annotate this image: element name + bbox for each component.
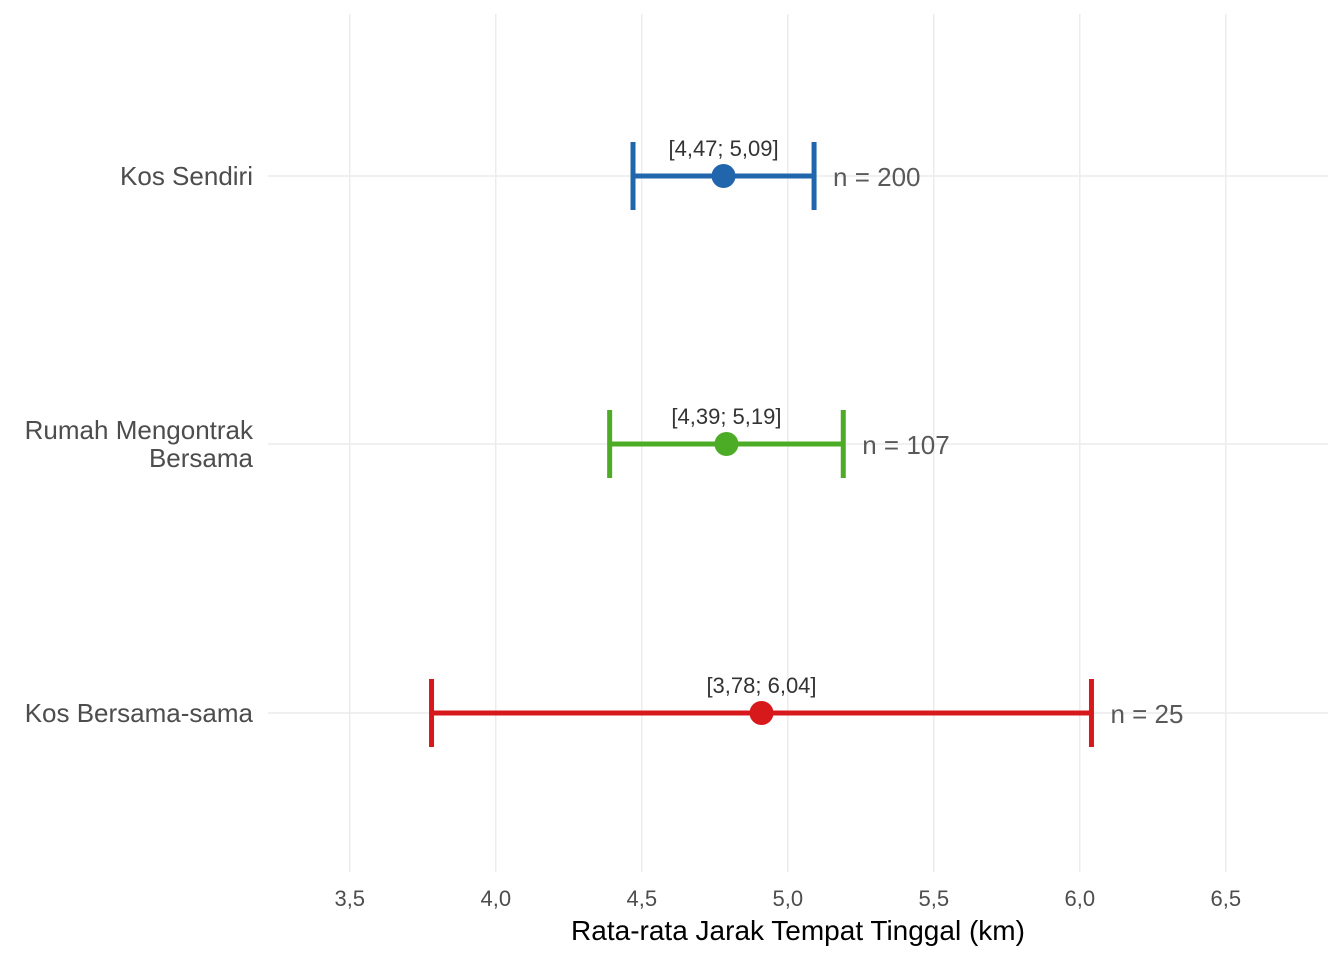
y-tick-label-line: Kos Bersama-sama	[25, 698, 254, 728]
x-axis-label: Rata-rata Jarak Tempat Tinggal (km)	[571, 915, 1025, 946]
n-label: n = 200	[833, 162, 920, 192]
y-tick-label-line: Bersama	[149, 443, 254, 473]
x-tick-label: 6,0	[1064, 886, 1095, 911]
ci-label: [4,39; 5,19]	[671, 404, 781, 429]
error-bar-group: [4,39; 5,19] n = 107	[607, 404, 950, 478]
error-bar-marks: [4,47; 5,09] n = 200 [4,39; 5,19] n = 107 [3…	[429, 136, 1183, 747]
x-tick-label: 5,5	[918, 886, 949, 911]
mean-point	[711, 164, 736, 188]
x-tick-label: 3,5	[334, 886, 365, 911]
y-axis-tick-labels: Kos Sendiri Rumah Mengontrak Bersama Kos Be…	[25, 161, 254, 728]
ci-label: [4,47; 5,09]	[668, 136, 778, 161]
y-tick-label-line: Rumah Mengontrak	[25, 415, 254, 445]
error-bar-group: [4,47; 5,09] n = 200	[630, 136, 921, 210]
x-tick-label: 6,5	[1210, 886, 1241, 911]
ci-label: [3,78; 6,04]	[706, 673, 816, 698]
x-tick-label: 5,0	[772, 886, 803, 911]
mean-point	[749, 701, 774, 725]
mean-point	[714, 432, 739, 456]
y-tick-label: Kos Bersama-sama	[25, 698, 254, 728]
x-tick-label: 4,0	[480, 886, 511, 911]
n-label: n = 107	[862, 430, 949, 460]
y-tick-label: Kos Sendiri	[120, 161, 253, 191]
x-axis-tick-labels: 3,5 4,0 4,5 5,0 5,5 6,0 6,5	[334, 886, 1241, 911]
error-bar-group: [3,78; 6,04] n = 25	[429, 673, 1183, 747]
n-label: n = 25	[1110, 699, 1183, 729]
x-tick-label: 4,5	[626, 886, 657, 911]
y-tick-label-line: Kos Sendiri	[120, 161, 253, 191]
y-tick-label: Rumah Mengontrak Bersama	[25, 415, 254, 473]
